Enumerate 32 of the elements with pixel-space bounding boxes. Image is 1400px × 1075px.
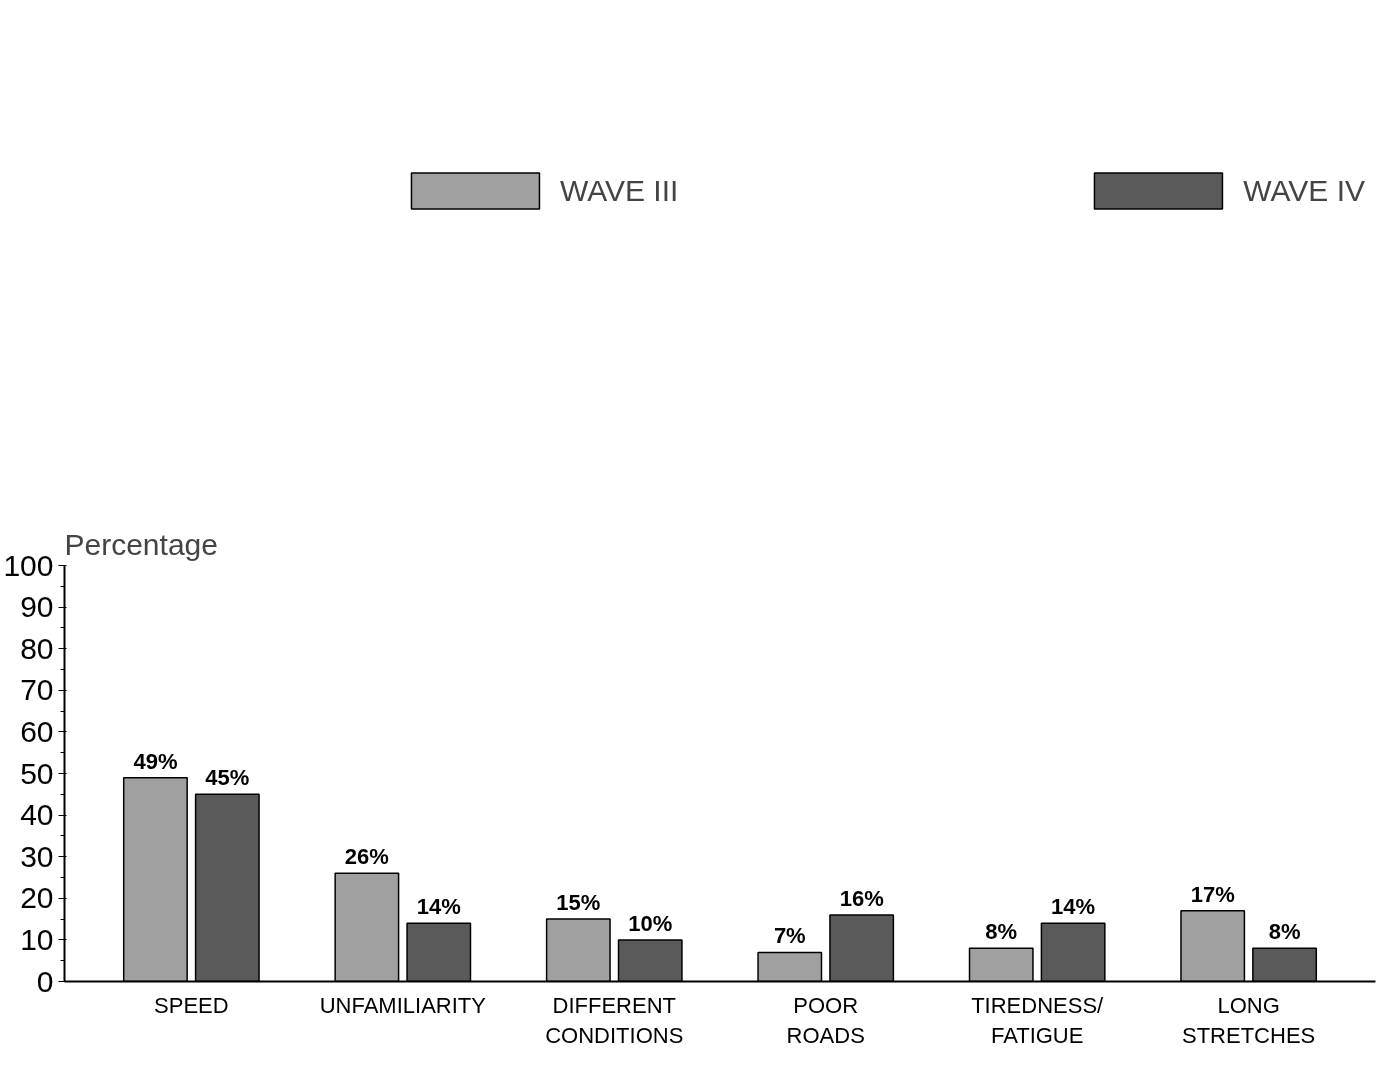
- data-label: 26%: [344, 844, 389, 870]
- y-tick-label: 40: [20, 798, 54, 832]
- x-tick-label: SPEED: [154, 992, 229, 1018]
- data-label: 14%: [1051, 894, 1096, 920]
- y-tick-label: 60: [20, 714, 54, 748]
- data-label: 7%: [773, 923, 806, 949]
- y-tick-label: 80: [20, 631, 54, 665]
- y-tick-label: 50: [20, 756, 54, 790]
- data-label: 16%: [839, 885, 884, 911]
- legend-label: WAVE IV: [1243, 173, 1365, 208]
- y-tick-label: 70: [20, 673, 54, 707]
- y-axis-title: Percentage: [64, 527, 218, 561]
- y-tick-label: 10: [20, 922, 54, 956]
- x-tick-label: DIFFERENT CONDITIONS: [545, 992, 684, 1048]
- data-label: 10%: [628, 910, 673, 936]
- data-label: 45%: [205, 765, 250, 791]
- legend-label: WAVE III: [559, 173, 679, 208]
- y-tick-label: 20: [20, 881, 54, 915]
- data-label: 14%: [416, 894, 461, 920]
- y-tick-label: 0: [36, 964, 54, 998]
- y-tick-label: 30: [20, 839, 54, 873]
- y-tick-label: 90: [20, 590, 54, 624]
- data-label: 49%: [133, 748, 178, 774]
- data-label: 15%: [556, 889, 601, 915]
- data-label: 8%: [1268, 919, 1301, 945]
- x-tick-label: TIREDNESS/ FATIGUE: [971, 992, 1105, 1048]
- x-tick-label: UNFAMILIARITY: [319, 992, 487, 1018]
- x-tick-label: LONG STRETCHES: [1182, 992, 1316, 1048]
- data-label: 8%: [985, 919, 1018, 945]
- y-tick-label: 100: [3, 548, 54, 582]
- data-label: 17%: [1190, 881, 1235, 907]
- x-tick-label: POOR ROADS: [786, 992, 865, 1048]
